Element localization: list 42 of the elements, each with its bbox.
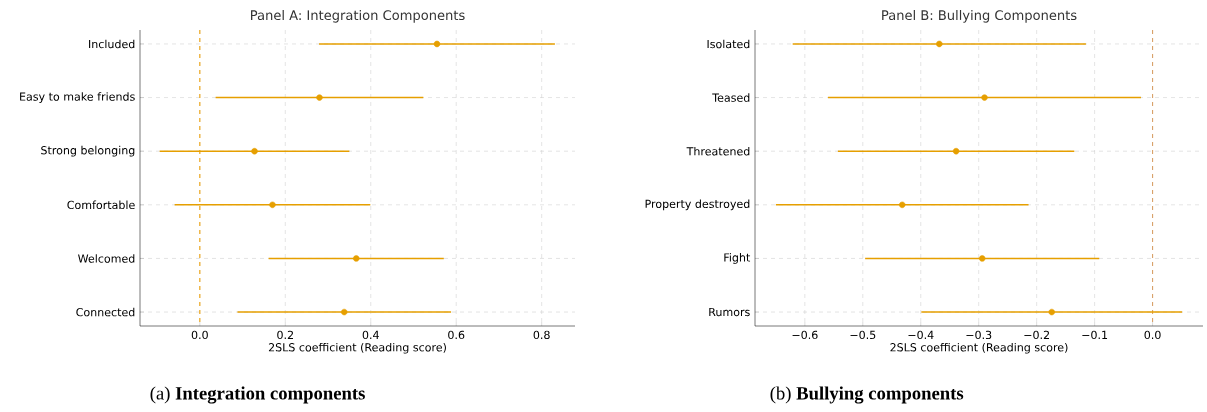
x-tick-label: −0.3 xyxy=(966,330,992,340)
x-tick-label: 0.6 xyxy=(448,330,465,340)
text: (a) Integration components xyxy=(150,386,365,404)
x-tick-label: −0.1 xyxy=(1082,330,1108,340)
x-axis-title: 2SLS coefficient (Reading score) xyxy=(268,342,446,354)
x-tick-label: 0.2 xyxy=(277,330,293,340)
y-tick-label: Fight xyxy=(724,253,751,264)
y-tick-label: Connected xyxy=(76,307,135,317)
y-tick-label: Comfortable xyxy=(67,200,135,210)
chart-title: Panel A: Integration Components xyxy=(251,9,465,23)
point xyxy=(952,147,960,155)
x-tick-label: 0.4 xyxy=(362,330,379,340)
point xyxy=(936,40,943,48)
x-tick-label: 0.8 xyxy=(533,330,550,340)
x-tick-label: −0.2 xyxy=(1024,330,1049,340)
y-tick-label: Welcomed xyxy=(78,254,135,263)
point xyxy=(978,255,986,262)
y-tick-label: Included xyxy=(89,39,135,49)
point xyxy=(251,147,258,155)
point xyxy=(433,40,441,48)
point xyxy=(341,308,348,316)
x-tick-label: 0.0 xyxy=(191,330,208,340)
x-tick-label: −0.4 xyxy=(908,330,934,340)
y-tick-label: Strong belonging xyxy=(41,145,135,157)
point xyxy=(269,201,276,209)
point xyxy=(1048,308,1055,316)
x-axis-title: 2SLS coefficient (Reading score) xyxy=(890,342,1068,354)
point xyxy=(353,255,360,262)
x-tick-label: −0.6 xyxy=(792,330,818,340)
text: (b) Bullying components xyxy=(770,386,964,404)
chart-title: Panel B: Bullying Components xyxy=(882,9,1077,23)
x-tick-label: −0.5 xyxy=(850,330,876,340)
y-tick-label: Rumors xyxy=(709,307,750,317)
point xyxy=(899,201,906,209)
y-tick-label: Easy to make friends xyxy=(20,92,135,103)
x-tick-label: 0.0 xyxy=(1144,330,1161,340)
y-tick-label: Threatened xyxy=(686,146,750,156)
y-tick-label: Property destroyed xyxy=(645,199,750,211)
y-tick-label: Isolated xyxy=(707,39,750,49)
point xyxy=(981,94,988,101)
point xyxy=(316,94,323,101)
y-tick-label: Teased xyxy=(712,93,750,102)
